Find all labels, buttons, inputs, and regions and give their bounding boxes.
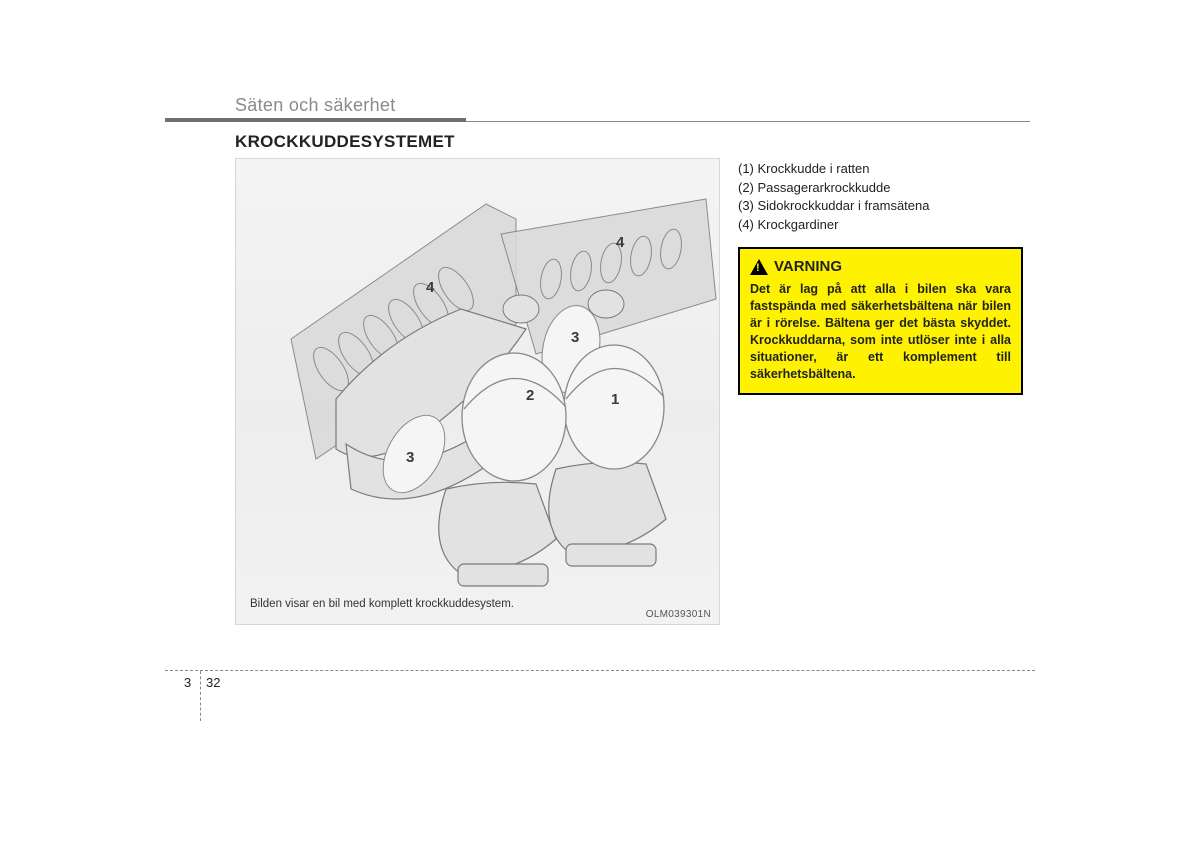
chapter-row: Säten och säkerhet: [165, 95, 1030, 122]
callout-1: 1: [611, 391, 619, 408]
folio-chapter: 3: [184, 675, 197, 690]
folio: 3 32: [200, 671, 201, 721]
warning-header: VARNING: [750, 257, 1011, 277]
legend-item: (1) Krockkudde i ratten: [738, 160, 1023, 178]
airbag-figure: 1 2 3 3 4 4 Bilden visar en bil med komp…: [235, 158, 720, 625]
callout-3a: 3: [571, 329, 579, 346]
figure-column: 1 2 3 3 4 4 Bilden visar en bil med komp…: [235, 158, 720, 625]
chapter-title: Säten och säkerhet: [165, 95, 466, 122]
legend: (1) Krockkudde i ratten (2) Passagerarkr…: [738, 160, 1023, 233]
section-title: KROCKKUDDESYSTEMET: [235, 132, 1030, 152]
folio-page: 32: [206, 675, 220, 690]
callout-4b: 4: [616, 234, 624, 251]
page: Säten och säkerhet KROCKKUDDESYSTEMET: [165, 95, 1030, 625]
warning-box: VARNING Det är lag på att alla i bilen s…: [738, 247, 1023, 395]
callout-3b: 3: [406, 449, 414, 466]
figure-caption: Bilden visar en bil med komplett krockku…: [250, 598, 514, 610]
side-column: (1) Krockkudde i ratten (2) Passagerarkr…: [738, 158, 1023, 625]
content-columns: 1 2 3 3 4 4 Bilden visar en bil med komp…: [235, 158, 1030, 625]
legend-item: (3) Sidokrockkuddar i framsätena: [738, 197, 1023, 215]
warning-body: Det är lag på att alla i bilen ska vara …: [750, 281, 1011, 382]
airbag-svg: [236, 159, 720, 625]
callout-4a: 4: [426, 279, 434, 296]
warning-triangle-icon: [750, 259, 768, 275]
legend-item: (2) Passagerarkrockkudde: [738, 179, 1023, 197]
warning-title: VARNING: [774, 257, 842, 277]
page-footer: 3 32: [165, 670, 1035, 730]
callout-2: 2: [526, 387, 534, 404]
legend-item: (4) Krockgardiner: [738, 216, 1023, 234]
figure-code: OLM039301N: [646, 609, 711, 620]
